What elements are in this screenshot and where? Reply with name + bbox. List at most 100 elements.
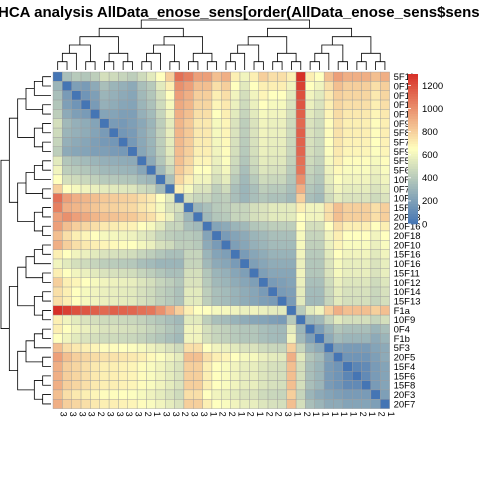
column-label: 2	[264, 412, 274, 417]
heatmap-cell	[52, 127, 63, 138]
heatmap-cell	[90, 324, 100, 335]
heatmap-cell	[90, 305, 100, 316]
dendrogram-branch	[42, 76, 51, 87]
heatmap-cell	[90, 127, 100, 138]
heatmap-cell	[361, 109, 372, 119]
heatmap-cell	[342, 202, 353, 213]
heatmap-cell	[99, 202, 110, 213]
heatmap-cell	[249, 249, 259, 260]
dendrogram-branch	[331, 36, 372, 54]
heatmap-cell	[221, 118, 231, 129]
heatmap-cell	[267, 193, 278, 204]
dendrogram-branch	[122, 61, 133, 70]
heatmap-cell	[286, 249, 297, 260]
heatmap-cell	[361, 137, 372, 147]
heatmap-cell	[230, 371, 241, 381]
heatmap-cell	[361, 342, 372, 353]
heatmap-cell	[249, 352, 259, 363]
dendrogram-branch	[291, 61, 302, 70]
heatmap-cell	[183, 380, 194, 391]
dendrogram-branch	[33, 211, 43, 232]
heatmap-cell	[249, 296, 259, 306]
heatmap-cell	[146, 146, 157, 157]
heatmap-cell	[323, 109, 334, 119]
heatmap-cell	[211, 277, 222, 288]
heatmap-cell	[174, 324, 185, 335]
heatmap-cell	[80, 286, 91, 297]
heatmap-cell	[221, 165, 231, 176]
heatmap-cell	[295, 183, 306, 194]
heatmap-cell	[295, 249, 306, 260]
heatmap-cell	[99, 380, 110, 391]
heatmap-cell	[118, 165, 128, 176]
heatmap-cell	[193, 268, 203, 278]
legend-color-step	[408, 134, 418, 137]
heatmap-cell	[127, 380, 138, 391]
column-label: 3	[171, 412, 181, 417]
heatmap-cell	[230, 240, 241, 250]
heatmap-cell	[80, 249, 91, 260]
heatmap-cell	[127, 352, 138, 363]
heatmap-cell	[211, 352, 222, 363]
heatmap-cell	[286, 109, 297, 119]
heatmap-cell	[183, 71, 194, 82]
heatmap-cell	[71, 314, 82, 325]
heatmap-cell	[127, 371, 138, 381]
heatmap-cell	[108, 305, 119, 316]
heatmap-cell	[361, 146, 372, 157]
heatmap-cell	[305, 249, 316, 260]
heatmap-cell	[62, 240, 72, 250]
chart-title: HCA analysis AllData_enose_sens[order(Al…	[0, 4, 480, 21]
heatmap-cell	[127, 249, 138, 260]
heatmap-cell	[258, 361, 269, 372]
heatmap-cell	[352, 314, 362, 325]
heatmap-cell	[99, 137, 110, 147]
heatmap-cell	[183, 221, 194, 232]
heatmap-cell	[80, 71, 91, 82]
heatmap-cell	[286, 268, 297, 278]
heatmap-cell	[370, 90, 381, 101]
heatmap-cell	[108, 314, 119, 325]
heatmap-cell	[164, 137, 175, 147]
heatmap-cell	[258, 230, 269, 241]
heatmap-cell	[230, 81, 241, 91]
heatmap-cell	[155, 146, 166, 157]
heatmap-cell	[90, 277, 100, 288]
heatmap-cell	[174, 165, 185, 176]
heatmap-cell	[295, 165, 306, 176]
heatmap-cell	[80, 155, 91, 166]
heatmap-cell	[361, 212, 372, 222]
heatmap-cell	[174, 342, 185, 353]
heatmap-cell	[239, 137, 250, 147]
heatmap-cell	[108, 277, 119, 288]
heatmap-cell	[267, 174, 278, 185]
heatmap-cell	[52, 183, 63, 194]
heatmap-cell	[127, 137, 138, 147]
dendrogram-branch	[17, 350, 35, 391]
heatmap-cell	[118, 118, 128, 129]
heatmap-cell	[193, 371, 203, 381]
heatmap-cell	[127, 389, 138, 400]
heatmap-cell	[352, 361, 362, 372]
heatmap-cell	[52, 352, 63, 363]
heatmap-cell	[258, 137, 269, 147]
heatmap-cell	[352, 174, 362, 185]
heatmap-cell	[118, 389, 128, 400]
heatmap-cell	[62, 81, 72, 91]
heatmap-cell	[99, 277, 110, 288]
heatmap-cell	[380, 81, 390, 91]
heatmap-cell	[202, 371, 213, 381]
heatmap-cell	[80, 165, 91, 176]
heatmap-cell	[71, 277, 82, 288]
heatmap-cell	[305, 314, 316, 325]
legend-color-step	[408, 124, 418, 127]
heatmap-cell	[164, 146, 175, 157]
heatmap-cell	[99, 371, 110, 381]
heatmap-cell	[71, 399, 82, 409]
heatmap-cell	[333, 230, 344, 241]
heatmap-cell	[239, 361, 250, 372]
heatmap-cell	[221, 258, 231, 269]
heatmap-cell	[342, 314, 353, 325]
heatmap-cell	[136, 183, 147, 194]
heatmap-cell	[361, 127, 372, 138]
